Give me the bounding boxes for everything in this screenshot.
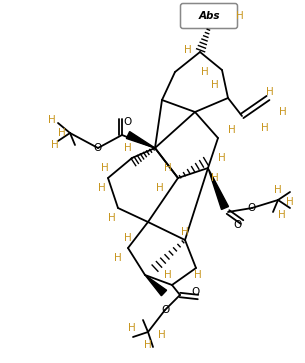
Text: H: H bbox=[236, 11, 244, 21]
FancyBboxPatch shape bbox=[181, 4, 238, 29]
Text: H: H bbox=[218, 153, 226, 163]
Text: H: H bbox=[201, 67, 209, 77]
Text: H: H bbox=[286, 197, 294, 207]
Text: H: H bbox=[211, 173, 219, 183]
Text: H: H bbox=[181, 227, 189, 237]
Text: H: H bbox=[164, 270, 172, 280]
Polygon shape bbox=[145, 275, 167, 296]
Text: H: H bbox=[144, 340, 152, 350]
Text: H: H bbox=[274, 185, 282, 195]
Text: H: H bbox=[164, 163, 172, 173]
Text: H: H bbox=[48, 115, 56, 125]
Text: H: H bbox=[156, 183, 164, 193]
Text: O: O bbox=[124, 117, 132, 127]
Text: H: H bbox=[261, 123, 269, 133]
Text: H: H bbox=[228, 125, 236, 135]
Text: H: H bbox=[98, 183, 106, 193]
Text: H: H bbox=[279, 107, 287, 117]
Polygon shape bbox=[208, 168, 228, 209]
Text: H: H bbox=[114, 253, 122, 263]
Text: H: H bbox=[124, 143, 132, 153]
Polygon shape bbox=[126, 131, 155, 148]
Text: H: H bbox=[184, 45, 192, 55]
Text: O: O bbox=[94, 143, 102, 153]
Text: H: H bbox=[51, 140, 59, 150]
Text: H: H bbox=[158, 330, 166, 340]
Text: Abs: Abs bbox=[198, 11, 220, 21]
Text: O: O bbox=[191, 287, 199, 297]
Text: H: H bbox=[128, 323, 136, 333]
Text: H: H bbox=[278, 210, 286, 220]
Text: H: H bbox=[101, 163, 109, 173]
Text: H: H bbox=[194, 270, 202, 280]
Text: H: H bbox=[58, 128, 66, 138]
Text: O: O bbox=[234, 220, 242, 230]
Text: H: H bbox=[211, 80, 219, 90]
Text: H: H bbox=[266, 87, 274, 97]
Text: H: H bbox=[108, 213, 116, 223]
Text: O: O bbox=[161, 305, 169, 315]
Text: H: H bbox=[124, 233, 132, 243]
Text: O: O bbox=[248, 203, 256, 213]
